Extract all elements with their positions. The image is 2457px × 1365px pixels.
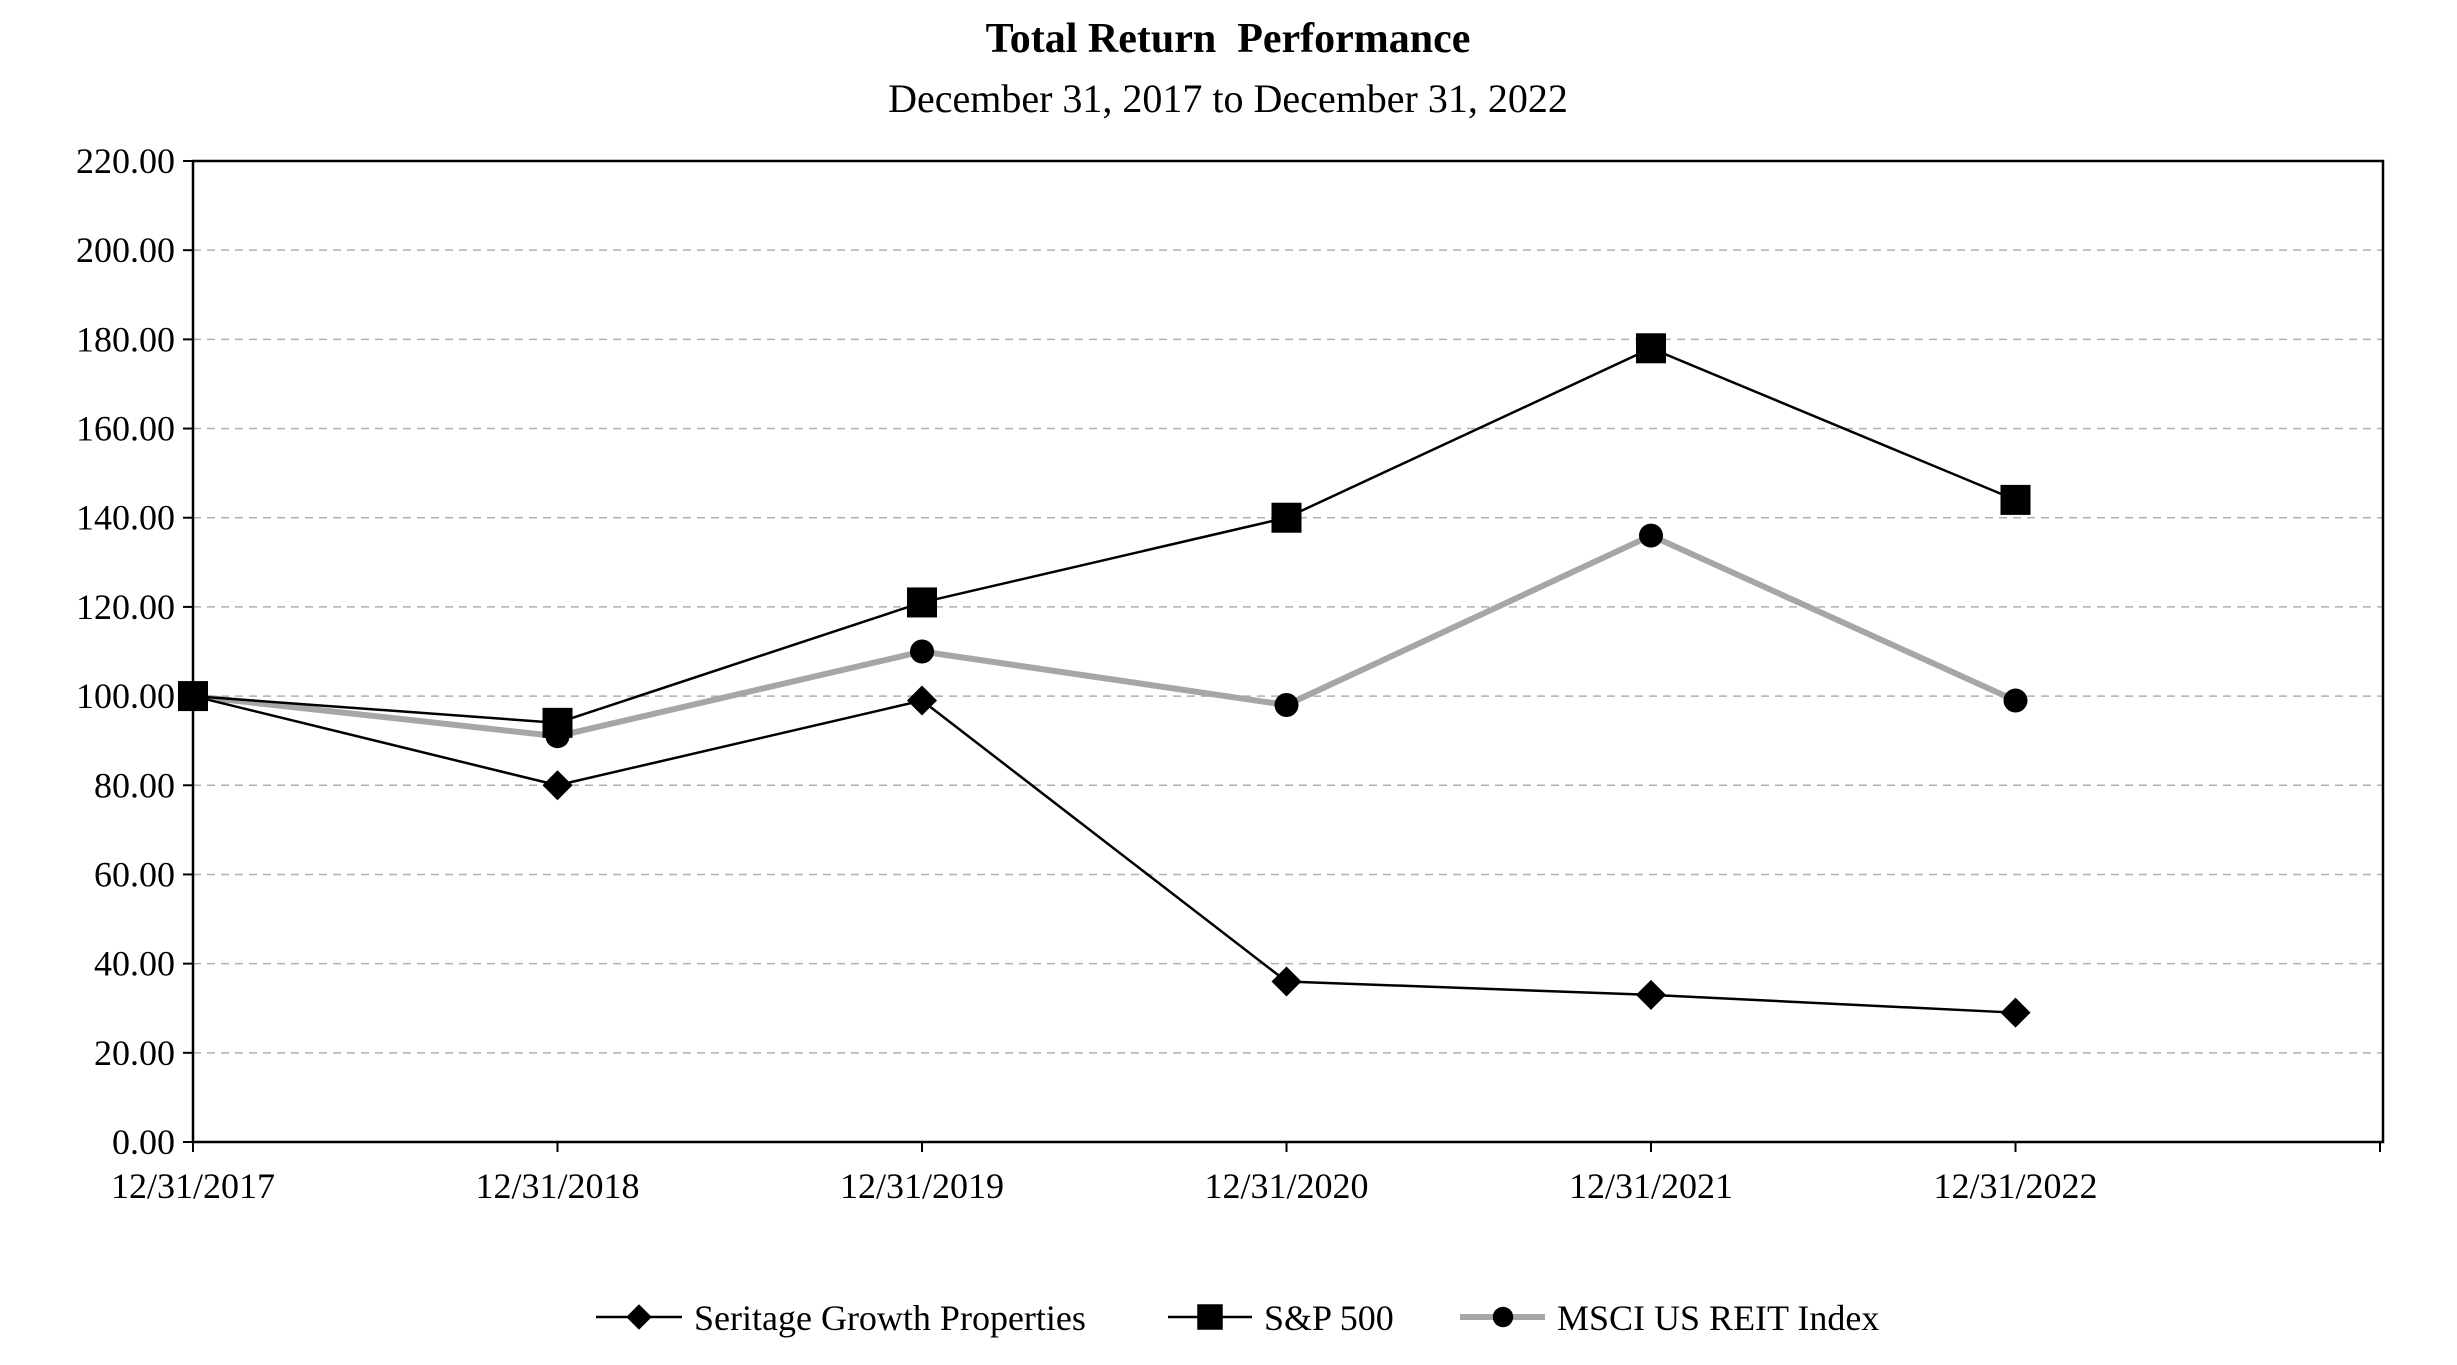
series-line — [192, 532, 2017, 740]
diamond-marker — [626, 1304, 652, 1330]
y-tick-label: 100.00 — [76, 676, 175, 716]
diamond-marker — [2000, 997, 2031, 1028]
x-tick-label: 12/31/2022 — [1933, 1166, 2097, 1206]
x-tick-label: 12/31/2018 — [475, 1166, 639, 1206]
y-tick-label: 200.00 — [76, 230, 175, 270]
y-tick-label: 80.00 — [94, 765, 175, 805]
circle-marker — [1274, 693, 1299, 718]
diamond-marker — [1636, 979, 1666, 1010]
x-tick-label: 12/31/2017 — [111, 1166, 275, 1206]
y-tick-label: 120.00 — [76, 587, 175, 627]
diamond-marker — [1271, 966, 1302, 997]
chart-title: Total Return Performance — [986, 16, 1471, 62]
series-line — [192, 347, 2016, 725]
legend-label: Seritage Growth Properties — [694, 1298, 1086, 1338]
circle-marker — [1639, 523, 1663, 548]
square-marker — [542, 707, 573, 738]
diamond-marker — [907, 685, 937, 716]
y-tick-label: 160.00 — [76, 409, 175, 449]
x-tick-label: 12/31/2020 — [1204, 1166, 1368, 1206]
series-lines — [178, 333, 2031, 1028]
circle-marker — [910, 639, 934, 664]
x-tick-label: 12/31/2021 — [1569, 1166, 1733, 1206]
y-tick-label: 40.00 — [94, 944, 175, 984]
x-tick-label: 12/31/2019 — [840, 1166, 1004, 1206]
circle-marker — [1492, 1306, 1514, 1328]
circle-marker — [2003, 688, 2028, 713]
y-tick-label: 220.00 — [76, 141, 175, 181]
legend-label: MSCI US REIT Index — [1557, 1298, 1879, 1338]
series-line — [192, 694, 2016, 1014]
y-tick-label: 20.00 — [94, 1033, 175, 1073]
square-marker — [1271, 502, 1302, 533]
diamond-marker — [178, 681, 208, 712]
grid-lines — [193, 249, 2383, 1054]
y-tick-label: 180.00 — [76, 319, 175, 359]
y-tick-label: 60.00 — [94, 854, 175, 894]
y-tick-label: 140.00 — [76, 498, 175, 538]
legend: Seritage Growth Properties S&P 500 MSCI US… — [596, 1298, 1879, 1338]
chart-subtitle: December 31, 2017 to December 31, 2022 — [888, 76, 1568, 121]
plot-frame — [191, 159, 2385, 1144]
square-marker — [907, 587, 937, 618]
y-tick-label: 0.00 — [112, 1122, 175, 1162]
square-marker — [1197, 1304, 1223, 1330]
diamond-marker — [542, 770, 573, 801]
square-marker — [2000, 484, 2031, 515]
axes: 0.00 20.00 40.00 60.00 80.00 100.00 120.00 140.… — [76, 141, 2385, 1206]
square-marker — [1636, 333, 1666, 364]
legend-label: S&P 500 — [1264, 1298, 1394, 1338]
